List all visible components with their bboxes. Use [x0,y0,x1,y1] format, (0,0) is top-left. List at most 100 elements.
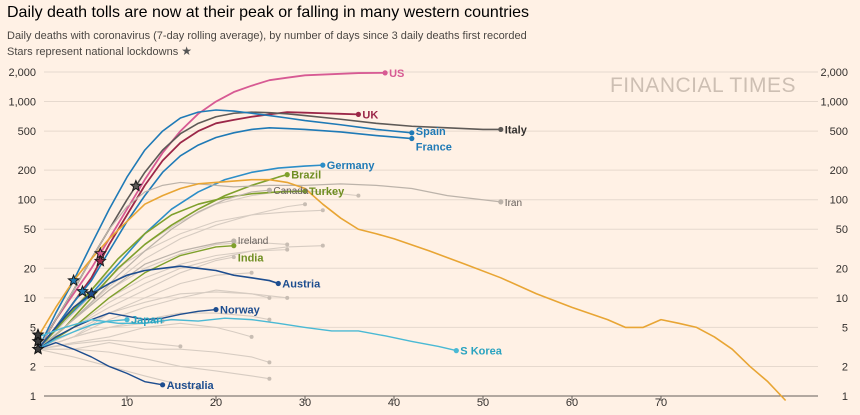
series-end-point-germany [320,162,326,168]
background-series-line [37,245,323,350]
background-series-end-point [267,376,272,381]
background-series-line [37,348,199,389]
background-series-end-point [285,295,290,300]
series-label-germany: Germany [327,160,376,172]
background-series-line [37,322,252,350]
y-tick-label-left: 10 [24,293,36,305]
y-axis-left: 2,000 1,000 500 200 100 50 20 10 5 2 1 [8,67,36,403]
x-tick-label: 50 [477,397,489,409]
background-series-line [38,348,270,380]
lockdown-star [31,327,45,341]
x-tick-label: 40 [388,397,400,409]
series-end-point-us [382,70,388,76]
series-label-brazil: Brazil [291,170,321,182]
series-end-point-turkey [302,188,308,194]
series-label-uk: UK [362,109,378,121]
background-series-end-point [267,295,272,300]
series-label-italy: Italy [505,124,528,136]
series-line-ireland [37,240,234,350]
background-series-end-point [303,202,307,207]
series-end-point-italy [498,126,504,133]
series-end-point-india [231,243,237,249]
background-series-line [38,342,270,363]
y-tick-label-left: 1,000 [8,97,36,109]
series-label-canada: Canada [273,186,308,197]
y-axis-right: 2,000 1,000 500 200 100 50 20 10 5 2 1 [820,67,848,403]
background-series-end-point [196,386,201,391]
watermark: FINANCIAL TIMES [610,74,796,97]
series-line-china [37,178,787,402]
background-series-end-point [356,193,361,198]
lockdown-star-uk [93,254,107,267]
y-tick-label-right: 100 [830,195,848,207]
series-line-brazil [37,173,288,350]
series-end-point-uk [355,111,361,117]
x-tick-label: 60 [566,397,578,409]
lockdown-star-france [76,284,89,297]
series-end-point-canada [266,187,272,193]
series-end-point-australia [160,382,166,388]
background-series-end-point [249,270,254,275]
y-tick-label-left: 50 [24,224,36,236]
y-tick-label-right: 200 [830,165,848,177]
series-line-norway [37,308,217,350]
series-line-australia [37,341,163,386]
background-series-end-point [249,334,254,339]
series-labels: US UK Italy Spain France Germany Brazil TurkeyC… [124,68,528,392]
y-tick-label-left: 1 [30,391,36,403]
gridlines [44,71,818,397]
series-end-point-ireland [231,238,237,244]
series-label-iran: Iran [505,198,522,209]
series-line-uk [37,111,359,350]
x-axis: 10 20 30 40 50 60 70 [44,395,818,409]
background-series-line [37,339,181,350]
y-tick-label-left: 2 [30,361,36,373]
series-end-point-spain [409,130,415,136]
x-tick-label: 10 [121,397,133,409]
series-label-austria: Austria [282,279,321,291]
x-tick-label: 30 [299,397,311,409]
series-line-france [37,127,412,350]
lockdown-star [31,334,45,347]
series-label-ireland: Ireland [238,236,269,247]
series-line-austria [37,265,279,350]
lockdown-star-austria [84,286,98,300]
background-series-end-point [267,317,272,322]
y-tick-label-left: 500 [18,126,36,138]
background-series-end-point [285,247,290,252]
y-tick-label-right: 5 [842,322,848,334]
y-tick-label-right: 2,000 [820,67,848,79]
series-line-spain [37,109,412,350]
series-line-us [37,71,386,350]
series-label-turkey: Turkey [309,186,345,198]
y-tick-label-right: 1,000 [820,97,848,109]
lockdown-star [31,342,45,355]
y-tick-label-left: 2,000 [8,67,36,79]
y-tick-label-left: 100 [18,195,36,207]
series-end-point-france [409,135,415,142]
y-tick-label-right: 1 [842,391,848,403]
lockdown-note-text: Stars represent national lockdowns [7,46,179,58]
background-series-end-point [320,243,325,248]
series-end-point-brazil [284,172,290,178]
lockdown-star-italy [129,179,143,192]
series-end-point-s-korea [453,348,459,354]
series-label-us: US [389,68,404,80]
lockdown-stars [31,179,143,355]
series-line-japan [37,318,128,350]
y-tick-label-right: 2 [842,361,848,373]
y-tick-label-right: 20 [836,263,848,275]
background-series-end-point [285,242,290,247]
series-lines [37,71,787,402]
series-end-point-japan [124,317,130,323]
star-icon: ★ [181,44,193,58]
y-tick-label-right: 50 [836,224,848,236]
background-series-end-point [178,344,183,349]
lockdown-star-spain [67,273,81,287]
series-end-point-iran [498,199,504,205]
series-label-india: India [238,253,265,265]
series-label-australia: Australia [167,380,215,392]
series-label-norway: Norway [220,305,261,317]
background-series-end-point [267,360,272,365]
